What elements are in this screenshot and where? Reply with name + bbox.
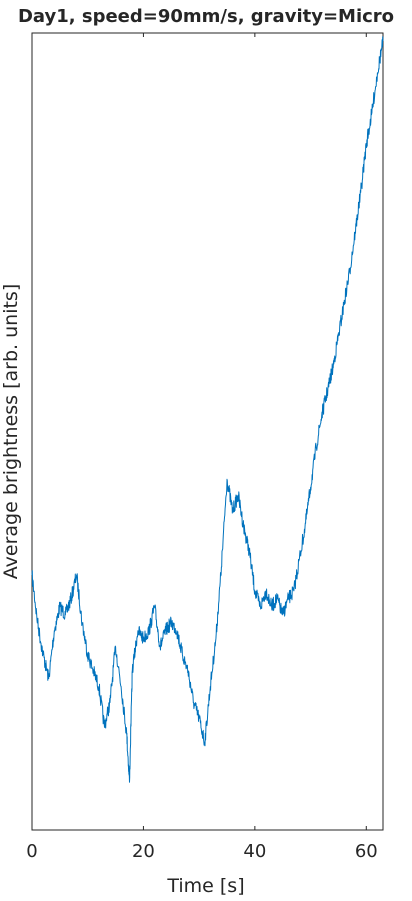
x-tick-label: 40 xyxy=(243,841,266,862)
x-tick-label: 20 xyxy=(132,841,155,862)
x-tick-label: 0 xyxy=(26,841,37,862)
y-axis-label: Average brightness [arb. units] xyxy=(0,284,22,579)
x-tick-label: 60 xyxy=(355,841,378,862)
x-axis-label: Time [s] xyxy=(166,875,244,897)
plot-area-frame xyxy=(31,32,384,831)
chart-title: Day1, speed=90mm/s, gravity=Micro xyxy=(18,6,394,27)
series-line-0 xyxy=(31,36,384,783)
